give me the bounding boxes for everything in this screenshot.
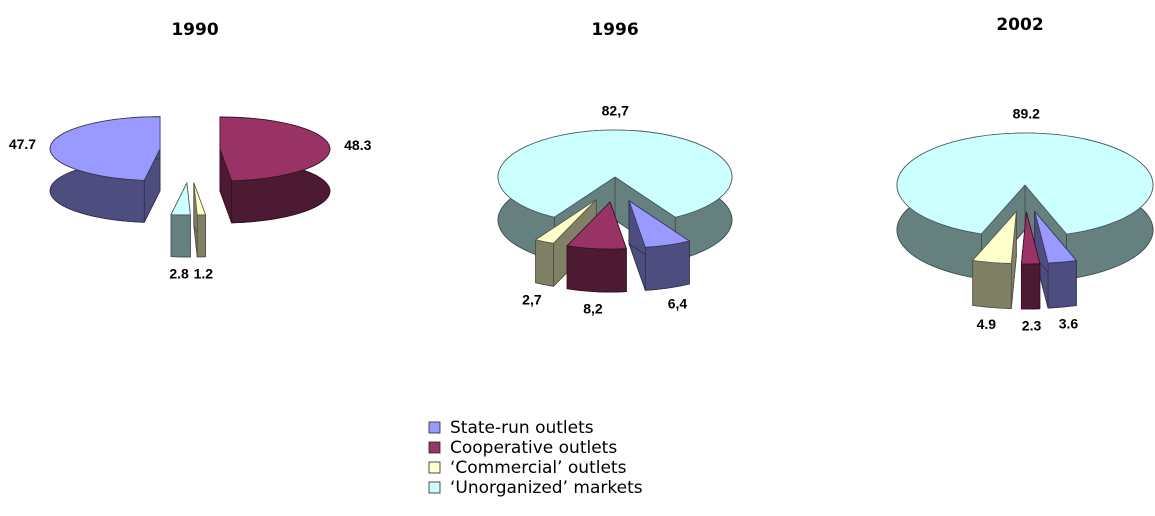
- slice-top: [972, 211, 1017, 264]
- slice-top: [628, 200, 690, 248]
- pie-slice: [193, 182, 206, 258]
- slice-wall: [535, 239, 554, 287]
- slice-wall: [170, 214, 191, 258]
- pie-slice: [170, 182, 191, 258]
- slice-top: [1020, 211, 1041, 265]
- data-label: 8,2: [583, 300, 603, 316]
- legend-label: Cooperative outlets: [450, 438, 617, 458]
- slice-top: [535, 199, 597, 244]
- slice-top: [49, 116, 161, 181]
- slice-wall: [972, 259, 1012, 309]
- pie-slice: [1020, 211, 1041, 310]
- slice-wall: [1047, 260, 1077, 309]
- data-label: 48.3: [344, 137, 371, 153]
- pie-slice: [972, 211, 1017, 309]
- slice-top: [170, 182, 191, 216]
- data-label: 3.6: [1059, 315, 1079, 331]
- legend-label: ‘Unorganized’ markets: [450, 478, 643, 498]
- data-label: 6,4: [668, 296, 688, 312]
- slice-top: [219, 116, 331, 182]
- data-label: 2,7: [522, 292, 542, 308]
- slice-top: [1034, 210, 1077, 264]
- slice-top: [566, 201, 627, 250]
- pie-slice: [1034, 210, 1077, 309]
- pie-slice: [628, 200, 690, 291]
- data-label: 89.2: [1013, 106, 1040, 122]
- pie-slice: [566, 201, 627, 293]
- chart-title: 1996: [591, 20, 638, 40]
- pie-slice: [49, 116, 161, 223]
- slice-top: [497, 129, 733, 218]
- legend-swatch: [428, 461, 441, 474]
- data-label: 47.7: [9, 136, 36, 152]
- data-label: 82,7: [602, 103, 629, 119]
- slice-wall: [566, 245, 627, 293]
- data-label: 4.9: [977, 316, 997, 332]
- slice-wall: [644, 240, 690, 291]
- pie-slice: [896, 132, 1154, 280]
- legend-swatch: [428, 441, 441, 454]
- pie-slice: [219, 116, 331, 224]
- data-label: 2.8: [169, 266, 189, 282]
- legend-swatch: [428, 421, 441, 434]
- chart-title: 2002: [996, 15, 1043, 35]
- slice-top: [193, 182, 206, 216]
- legend-label: ‘Commercial’ outlets: [450, 458, 627, 478]
- data-label: 1.2: [194, 266, 214, 282]
- legend-swatch: [428, 481, 441, 494]
- slice-wall: [196, 214, 206, 258]
- slice-wall: [1020, 263, 1041, 310]
- chart-title: 1990: [171, 20, 218, 40]
- legend-label: State-run outlets: [450, 418, 594, 438]
- data-label: 2.3: [1022, 318, 1042, 334]
- slice-top: [896, 132, 1154, 235]
